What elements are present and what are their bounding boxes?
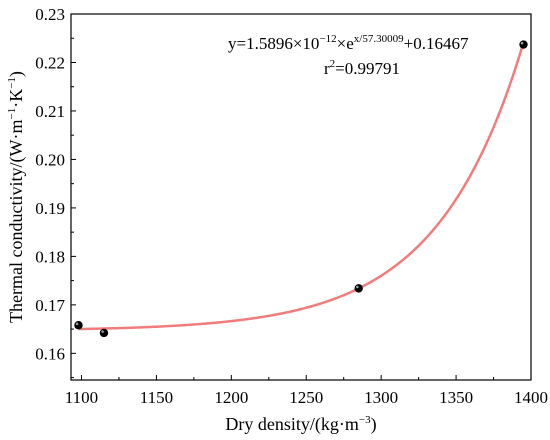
data-point-highlight [520,41,524,45]
data-point-highlight [75,322,79,326]
r-squared-value: =0.99791 [335,59,400,78]
y-axis-title-mid: ·K [6,89,26,108]
data-point-highlight [101,330,104,333]
data-point [99,328,109,338]
x-tick-label: 1300 [364,388,398,407]
y-axis-title-main: Thermal conductivity/(W·m [6,120,27,323]
r-squared-prefix: r [324,59,330,78]
y-tick-label: 0.23 [35,5,65,24]
x-tick-label: 1200 [214,388,248,407]
x-tick-label: 1150 [140,388,173,407]
fit-curve [78,41,525,331]
data-point [519,40,528,49]
x-tick-label: 1400 [514,388,548,407]
y-tick-label: 0.20 [35,150,65,169]
r-squared-exponent: 2 [330,58,336,70]
data-point [74,321,83,330]
fit-equation: y=1.5896×10−12×ex/57.30009+0.16467 [228,33,469,53]
y-tick-label: 0.21 [35,102,65,121]
x-axis-ticks: 1100 1150 1200 1250 1300 1350 1400 [65,375,548,407]
data-point [354,284,363,293]
y-axis-ticks: 0.16 0.17 0.18 0.19 0.20 0.21 0.22 0.23 [35,5,76,379]
data-points-layer [74,40,528,338]
y-axis-title-exponent-1: −1 [6,108,18,120]
x-tick-label: 1250 [289,388,323,407]
x-axis-title: Dry density/(kg·m−3) [225,414,376,435]
r-squared: r2=0.99791 [324,58,400,78]
fit-curve-layer [78,41,525,331]
equation-exponent-2: x/57.30009 [354,33,404,45]
x-axis-title-tail: ) [371,414,377,435]
equation-exponent-1: −12 [319,33,336,45]
data-point-highlight [355,285,359,289]
y-axis-title-exponent-2: −1 [6,77,18,89]
plot-frame [70,13,532,381]
equation-prefix: y=1.5896×10 [228,34,319,53]
x-tick-label: 1100 [65,388,98,407]
y-tick-label: 0.19 [35,199,65,218]
y-tick-label: 0.18 [35,247,65,266]
x-axis-title-main: Dry density/(kg·m [225,414,358,435]
y-tick-label: 0.22 [35,53,65,72]
y-axis-title-tail: ) [6,71,27,77]
equation-suffix: +0.16467 [404,34,469,53]
x-tick-label: 1350 [439,388,473,407]
y-axis-title: Thermal conductivity/(W·m−1·K−1) [6,71,27,323]
x-axis-title-exponent: −3 [359,414,371,426]
y-tick-label: 0.17 [35,296,65,315]
equation-mid: ×e [337,34,354,53]
y-tick-label: 0.16 [35,344,65,363]
